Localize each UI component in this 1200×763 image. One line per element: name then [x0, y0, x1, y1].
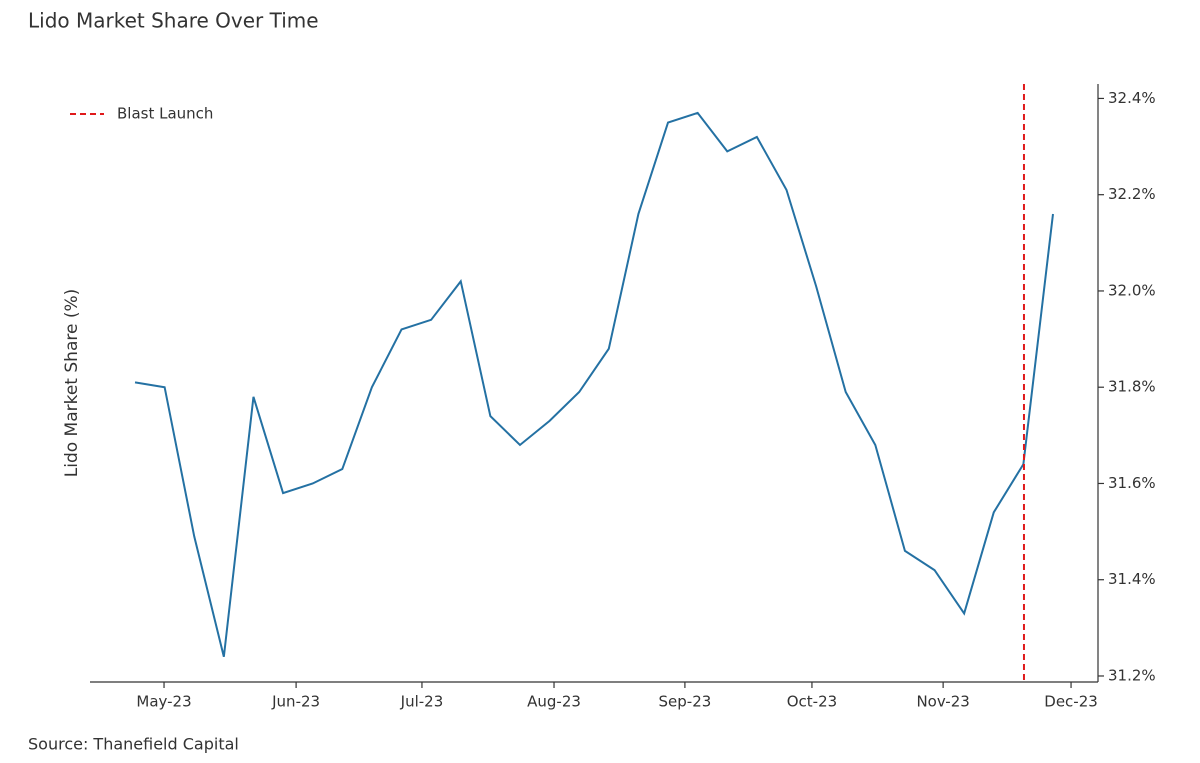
y-tick-label: 32.4%: [1108, 89, 1156, 107]
x-tick-label: Oct-23: [787, 693, 837, 711]
y-tick-label: 32.2%: [1108, 185, 1156, 203]
y-tick-label: 31.2%: [1108, 666, 1156, 684]
x-tick-label: Aug-23: [527, 693, 581, 711]
chart-title: Lido Market Share Over Time: [28, 9, 319, 33]
y-tick-label: 32.0%: [1108, 281, 1156, 299]
x-tick-label: Nov-23: [916, 693, 969, 711]
x-tick-label: Sep-23: [659, 693, 712, 711]
y-tick-label: 31.6%: [1108, 474, 1156, 492]
x-tick-label: Jun-23: [271, 693, 320, 711]
source-note: Source: Thanefield Capital: [28, 735, 239, 754]
x-tick-label: Dec-23: [1044, 693, 1098, 711]
data-line: [134, 111, 1054, 657]
x-tick-label: Jul-23: [400, 693, 444, 711]
y-axis-label: Lido Market Share (%): [62, 289, 82, 478]
x-tick-label: May-23: [136, 693, 191, 711]
y-tick-label: 31.4%: [1108, 570, 1156, 588]
legend-label: Blast Launch: [117, 105, 213, 123]
y-tick-label: 31.8%: [1108, 378, 1156, 396]
